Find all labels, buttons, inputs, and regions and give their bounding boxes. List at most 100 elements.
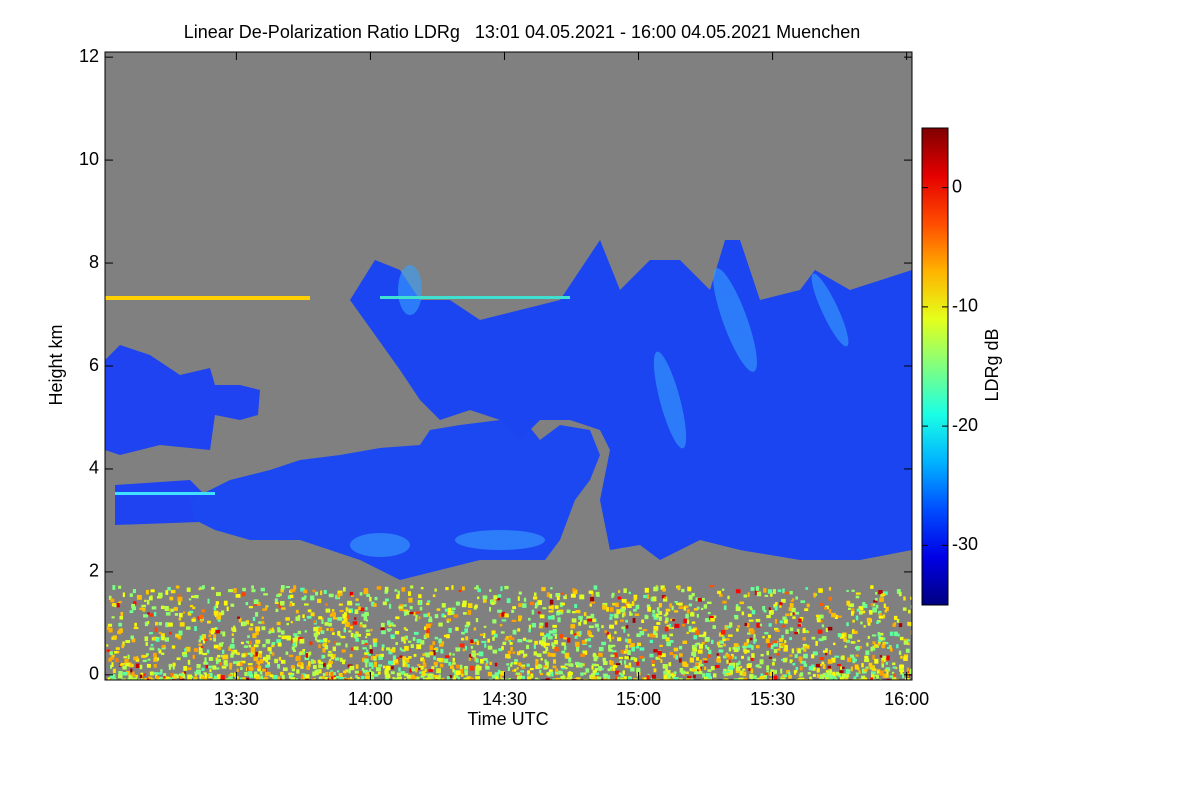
clutter-pixel [394,631,400,635]
clutter-pixel [150,589,155,593]
clutter-pixel [897,633,900,637]
clutter-pixel [211,586,215,590]
clutter-pixel [690,612,695,617]
clutter-pixel [144,599,147,602]
clutter-pixel [755,618,761,622]
clutter-pixel [455,674,458,679]
clutter-pixel [653,628,659,632]
clutter-pixel [260,587,265,592]
clutter-pixel [497,594,502,598]
clutter-pixel [403,678,406,680]
clutter-pixel [691,668,696,672]
clutter-pixel [675,655,678,660]
clutter-pixel [797,648,801,654]
clutter-pixel [568,657,572,663]
clutter-pixel [158,622,163,626]
clutter-pixel [517,628,521,632]
clutter-pixel [603,677,607,680]
clutter-pixel [151,678,154,680]
clutter-pixel [390,634,395,638]
clutter-pixel [261,626,266,631]
clutter-pixel [655,632,658,638]
clutter-pixel [329,676,333,680]
clutter-pixel [739,670,744,676]
clutter-pixel [674,601,678,604]
clutter-pixel [106,644,109,647]
clutter-pixel [194,671,198,674]
clutter-pixel [462,648,465,652]
clutter-pixel [546,672,550,676]
clutter-pixel [866,666,869,669]
clutter-pixel [245,602,249,606]
clutter-pixel [328,660,333,664]
clutter-pixel [658,655,661,659]
clutter-pixel [491,631,496,634]
clutter-pixel [724,653,730,657]
clutter-pixel [553,659,557,664]
clutter-pixel [432,675,438,678]
clutter-pixel [875,644,879,648]
clutter-pixel [418,665,424,670]
clutter-pixel [127,654,130,659]
clutter-pixel [622,650,627,654]
clutter-pixel [695,666,698,672]
clutter-pixel [168,608,171,612]
clutter-pixel [327,679,332,680]
clutter-pixel [293,585,297,590]
clutter-pixel [795,596,798,600]
clutter-pixel [265,605,268,610]
clutter-pixel [475,658,479,663]
clutter-pixel [614,631,617,634]
clutter-pixel [523,653,528,657]
clutter-pixel [627,650,631,655]
clutter-pixel [903,638,909,642]
clutter-pixel [538,640,544,645]
clutter-pixel [733,649,739,653]
clutter-pixel [872,645,875,650]
clutter-pixel [800,600,806,603]
clutter-pixel [295,640,298,646]
clutter-pixel [855,592,861,595]
clutter-pixel [153,652,157,657]
clutter-pixel [827,659,833,664]
clutter-pixel [590,673,596,677]
clutter-pixel [243,645,249,648]
clutter-pixel [113,604,119,608]
clutter-pixel [554,633,558,637]
clutter-pixel [120,611,124,616]
clutter-pixel [535,660,539,666]
clutter-pixel [395,616,400,620]
clutter-pixel [386,620,391,626]
clutter-pixel [450,663,453,667]
clutter-pixel [628,591,631,595]
clutter-pixel [767,643,772,648]
clutter-pixel [460,673,464,677]
clutter-pixel [170,672,174,677]
clutter-pixel [703,631,707,636]
clutter-pixel [286,622,290,626]
clutter-pixel [506,598,511,604]
clutter-pixel [540,657,543,661]
clutter-pixel [702,658,708,661]
clutter-pixel [614,620,618,625]
clutter-pixel [768,656,772,659]
clutter-pixel [773,669,778,674]
clutter-pixel [813,592,816,598]
clutter-pixel [548,605,554,609]
clutter-pixel [465,636,469,641]
clutter-pixel [340,635,346,639]
clutter-pixel [828,587,832,591]
chart-title: Linear De-Polarization Ratio LDRg 13:01 … [184,22,860,42]
clutter-pixel [209,679,214,680]
clutter-pixel [146,678,150,680]
clutter-pixel [280,585,285,590]
clutter-pixel [788,675,792,679]
clutter-pixel [750,629,755,635]
clutter-pixel [590,676,596,680]
clutter-pixel [728,663,734,668]
clutter-pixel [885,674,889,678]
clutter-pixel [863,625,866,628]
clutter-pixel [149,613,154,617]
clutter-pixel [785,629,789,635]
clutter-pixel [416,663,421,666]
